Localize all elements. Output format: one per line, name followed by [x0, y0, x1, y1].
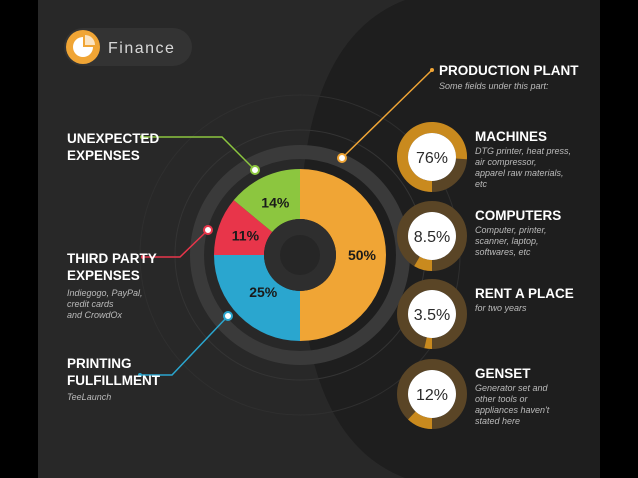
connector-dot-unexpected: [250, 165, 260, 175]
breakdown-desc-line: etc: [475, 179, 488, 189]
breakdown-desc-line: Computer, printer,: [475, 225, 547, 235]
label-third-party-line1: THIRD PARTY: [67, 251, 157, 266]
breakdown-desc-line: scanner, laptop,: [475, 236, 539, 246]
breakdown-percent: 12%: [416, 387, 448, 404]
production-subtitle: Some fields under this part:: [439, 81, 549, 91]
donut-label-third-party-expenses: 11%: [232, 227, 260, 243]
production-plant-heading: PRODUCTION PLANT Some fields under this …: [439, 63, 579, 91]
connector-printing: [140, 315, 229, 376]
breakdown-desc-line: air compressor,: [475, 157, 537, 167]
label-printing-fulfillment: PRINTING FULFILLMENT TeeLaunch: [67, 356, 161, 402]
connector-third-party: [143, 229, 209, 258]
breakdown-ring-center: [408, 133, 456, 181]
connector-end-production: [430, 68, 434, 72]
breakdown-percent: 3.5%: [414, 307, 450, 324]
label-unexpected-line1: UNEXPECTED: [67, 131, 160, 146]
expense-donut-chart: 50% 25% 11%14%: [214, 169, 386, 341]
breakdown-desc-line: Generator set and: [475, 383, 549, 393]
donut-slice-unexpected-expenses: [233, 169, 300, 233]
label-third-party-expenses: THIRD PARTY EXPENSES Indiegogo, PayPal, …: [67, 251, 157, 320]
donut-hub-center: [280, 235, 320, 275]
label-third-party-line2: EXPENSES: [67, 268, 140, 283]
label-third-party-sub1: Indiegogo, PayPal,: [67, 288, 143, 298]
breakdown-ring-center: [408, 212, 456, 260]
breakdown-title: RENT A PLACE: [475, 286, 574, 301]
connector-unexpected: [142, 136, 256, 171]
breakdown-item-computers: 8.5% COMPUTERS Computer, printer,scanner, …: [397, 201, 561, 271]
label-printing-sub1: TeeLaunch: [67, 392, 111, 402]
connector-end-printing: [138, 373, 142, 377]
donut-label-production-plant: 50%: [348, 247, 377, 263]
label-printing-line2: FULFILLMENT: [67, 373, 161, 388]
breakdown-desc-line: appliances haven't: [475, 405, 550, 415]
breakdown-percent: 76%: [416, 150, 448, 167]
breakdown-desc-line: other tools or: [475, 394, 529, 404]
breakdown-title: MACHINES: [475, 129, 547, 144]
breakdown-desc-line: for two years: [475, 303, 527, 313]
breakdown-title: GENSET: [475, 366, 531, 381]
pie-chart-icon: [66, 30, 100, 64]
donut-label-unexpected-expenses: 14%: [261, 195, 290, 211]
breakdown-desc-line: apparel raw materials,: [475, 168, 564, 178]
breakdown-ring-fill: [408, 411, 432, 429]
donut-slice-printing-fulfillment: [214, 255, 300, 341]
connector-lines: [138, 68, 434, 377]
label-printing-line1: PRINTING: [67, 356, 132, 371]
breakdown-ring-fill: [397, 122, 467, 192]
label-unexpected-line2: EXPENSES: [67, 148, 140, 163]
breakdown-desc-line: DTG printer, heat press,: [475, 146, 571, 156]
breakdown-item-machines: 76% MACHINES DTG printer, heat press,air c…: [397, 122, 571, 192]
donut-slice-third-party-expenses: [214, 200, 273, 255]
breakdown-item-rent-a-place: 3.5% RENT A PLACE for two years: [397, 279, 574, 349]
connector-end-third-party: [141, 255, 145, 259]
breakdown-percent: 8.5%: [414, 229, 450, 246]
donut-label-printing-fulfillment: 25%: [249, 284, 278, 300]
connector-production: [341, 69, 433, 159]
connector-end-unexpected: [140, 135, 144, 139]
label-unexpected-expenses: UNEXPECTED EXPENSES: [67, 131, 160, 163]
label-third-party-sub3: and CrowdOx: [67, 310, 123, 320]
production-title: PRODUCTION PLANT: [439, 63, 579, 78]
connector-dot-printing: [223, 311, 233, 321]
breakdown-ring-fill: [414, 256, 432, 271]
label-third-party-sub2: credit cards: [67, 299, 114, 309]
donut-slice-production-plant: [300, 169, 386, 341]
connector-dot-third-party: [203, 225, 213, 235]
breakdown-ring-fill: [424, 337, 432, 349]
breakdown-title: COMPUTERS: [475, 208, 561, 223]
breakdown-desc-line: stated here: [475, 416, 520, 426]
connector-dot-production: [337, 153, 347, 163]
production-breakdown: 76% MACHINES DTG printer, heat press,air c…: [397, 122, 574, 429]
breakdown-ring-center: [408, 290, 456, 338]
breakdown-desc-line: softwares, etc: [475, 247, 531, 257]
header-title: Finance: [108, 40, 175, 57]
breakdown-ring-center: [408, 370, 456, 418]
